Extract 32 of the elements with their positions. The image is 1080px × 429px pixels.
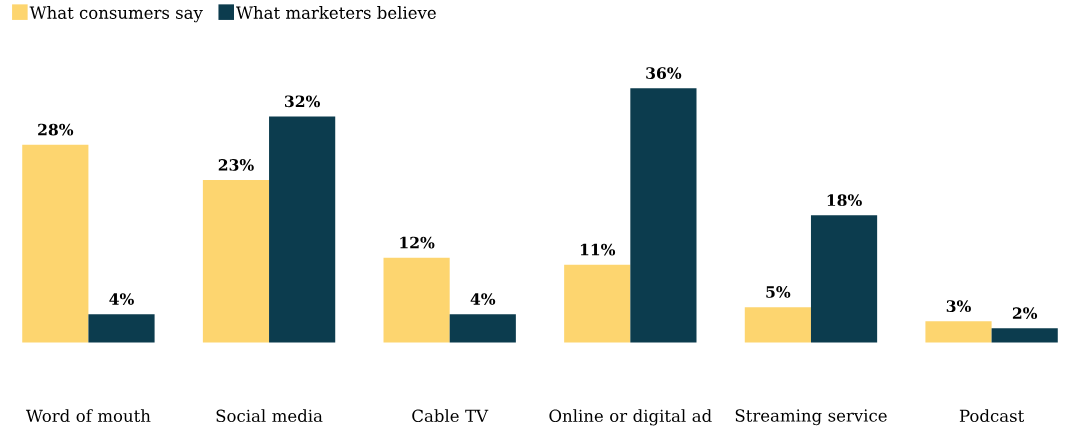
data-label: 11%: [580, 243, 616, 256]
data-label: 36%: [646, 67, 682, 80]
data-label: 12%: [400, 236, 435, 249]
data-label: 18%: [827, 194, 862, 207]
x-tick-label: Streaming service: [735, 409, 887, 426]
bar: [925, 321, 992, 343]
bar: [269, 116, 336, 343]
bar: [383, 257, 450, 343]
data-label: 4%: [470, 293, 496, 306]
bar: [991, 328, 1058, 343]
data-label: 2%: [1012, 307, 1038, 320]
bar: [564, 264, 631, 343]
bar: [744, 307, 811, 343]
bar: [22, 144, 89, 343]
data-label: 23%: [218, 159, 254, 171]
x-tick-label: Online or digital ad: [549, 409, 712, 426]
legend-label: What consumers say: [29, 6, 203, 23]
x-tick-label: Cable TV: [412, 409, 489, 423]
bar: [630, 88, 697, 343]
x-tick-label: Word of mouth: [25, 409, 151, 423]
data-label: 28%: [38, 123, 74, 136]
bar: [810, 215, 878, 343]
x-tick-label: Social media: [216, 409, 323, 423]
data-label: 4%: [109, 293, 134, 306]
data-label: 32%: [284, 95, 320, 108]
data-label: 3%: [946, 300, 971, 313]
bar: [88, 314, 155, 343]
data-label: 5%: [766, 286, 791, 298]
x-tick-label: Podcast: [959, 409, 1025, 423]
bar: [449, 314, 516, 343]
bar: [202, 180, 270, 343]
legend-label: What marketers believe: [236, 6, 436, 20]
